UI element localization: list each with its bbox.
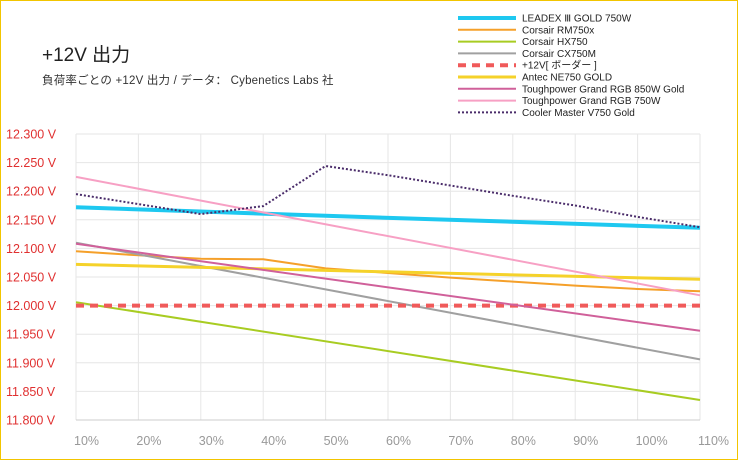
y-tick-label: 12.150 V: [6, 213, 57, 227]
y-tick-label: 12.100 V: [6, 242, 57, 256]
legend-label: +12V[ ボーダー ]: [522, 59, 597, 72]
y-tick-label: 12.300 V: [6, 128, 57, 142]
series-line: [75, 165, 701, 229]
grid: [75, 133, 701, 421]
x-tick-label: 40%: [261, 434, 286, 448]
y-tick-label: 12.000 V: [6, 299, 57, 313]
y-tick-label: 11.950 V: [6, 328, 56, 342]
legend-label: Corsair HX750: [522, 37, 588, 48]
x-tick-label: 100%: [636, 434, 668, 448]
y-tick-label: 12.050 V: [6, 271, 57, 285]
series-lines: [75, 165, 701, 401]
legend-label: Antec NE750 GOLD: [522, 73, 612, 84]
legend-label: Corsair CX750M: [522, 49, 596, 60]
x-tick-label: 90%: [573, 434, 598, 448]
chart-subtitle: 負荷率ごとの +12V 出力 / データ： Cybenetics Labs 社: [42, 75, 334, 87]
x-tick-label: 80%: [511, 434, 536, 448]
y-tick-label: 11.900 V: [6, 356, 56, 370]
legend-label: LEADEX Ⅲ GOLD 750W: [522, 14, 632, 25]
series-line: [75, 262, 701, 281]
y-tick-label: 11.800 V: [6, 414, 56, 428]
y-tick-label: 12.200 V: [6, 185, 57, 199]
y-tick-label: 12.250 V: [6, 156, 57, 170]
series-line: [75, 242, 701, 332]
x-tick-label: 60%: [386, 434, 411, 448]
y-tick-label: 11.850 V: [6, 385, 56, 399]
x-tick-label: 10%: [74, 434, 99, 448]
y-axis-ticks: 11.800 V 11.850 V 11.900 V 11.950 V 12.000 V…: [6, 128, 57, 428]
series-line: [75, 301, 701, 401]
series-line: [75, 241, 701, 361]
legend-label: Cooler Master V750 Gold: [522, 108, 635, 119]
legend-label: Toughpower Grand RGB 850W Gold: [522, 84, 684, 95]
x-axis-ticks: 10% 20% 30% 40% 50% 60% 70% 80% 90% 100% 110%: [74, 434, 729, 448]
x-tick-label: 70%: [448, 434, 473, 448]
legend-label: Toughpower Grand RGB 750W: [522, 96, 661, 107]
x-tick-label: 30%: [199, 434, 224, 448]
chart-title: +12V 出力: [42, 45, 131, 66]
x-tick-label: 110%: [698, 434, 729, 448]
x-tick-label: 50%: [324, 434, 349, 448]
legend-label: Corsair RM750x: [522, 25, 594, 36]
series-line: [75, 175, 701, 297]
x-tick-label: 20%: [136, 434, 161, 448]
series-line: [75, 205, 701, 230]
